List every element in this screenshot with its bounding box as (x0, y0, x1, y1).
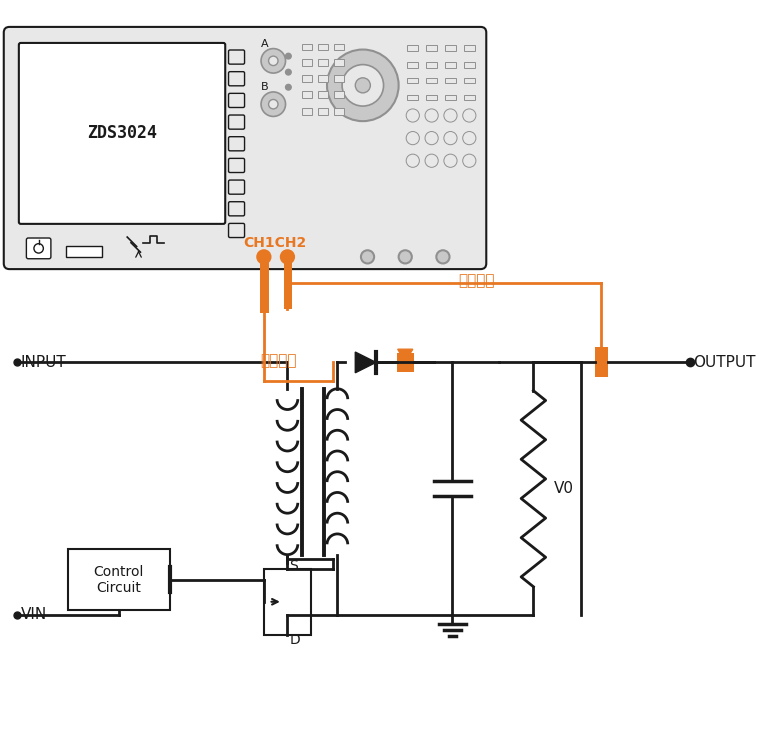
FancyBboxPatch shape (19, 43, 225, 224)
Circle shape (444, 109, 457, 122)
Circle shape (257, 250, 271, 263)
Circle shape (261, 92, 286, 117)
Circle shape (444, 131, 457, 145)
Bar (407, 45, 418, 52)
Bar (445, 62, 456, 69)
FancyBboxPatch shape (228, 93, 245, 108)
FancyBboxPatch shape (4, 27, 487, 269)
Circle shape (425, 154, 438, 168)
Bar (302, 91, 312, 97)
Bar (283, 261, 292, 308)
Circle shape (425, 109, 438, 122)
Text: S: S (290, 559, 298, 573)
Bar (302, 75, 312, 82)
Circle shape (286, 84, 291, 90)
Circle shape (327, 49, 399, 121)
Bar (334, 44, 344, 50)
Bar (426, 94, 437, 100)
Bar (464, 77, 475, 83)
Bar (445, 94, 456, 100)
Bar (407, 94, 418, 100)
Text: B: B (261, 82, 268, 92)
Text: VIN: VIN (20, 607, 47, 622)
Polygon shape (356, 352, 376, 373)
Bar (68, 549, 170, 610)
Polygon shape (398, 349, 413, 362)
FancyBboxPatch shape (228, 224, 245, 238)
Bar (318, 59, 328, 66)
Circle shape (462, 131, 476, 145)
FancyBboxPatch shape (27, 238, 51, 259)
Bar (426, 45, 437, 52)
Circle shape (406, 109, 419, 122)
Bar (318, 44, 328, 50)
Bar (260, 261, 268, 314)
Bar (264, 569, 311, 635)
Circle shape (462, 154, 476, 168)
Bar (407, 77, 418, 83)
Bar (594, 348, 608, 377)
Circle shape (399, 250, 412, 263)
FancyBboxPatch shape (228, 180, 245, 194)
Circle shape (406, 131, 419, 145)
Bar (407, 62, 418, 69)
Text: 电压探头: 电压探头 (459, 273, 495, 288)
Circle shape (444, 154, 457, 168)
Bar (334, 91, 344, 97)
Circle shape (356, 77, 371, 93)
Text: A: A (261, 39, 268, 49)
Circle shape (268, 56, 278, 66)
Bar (66, 246, 102, 257)
Circle shape (286, 53, 291, 59)
Bar (334, 75, 344, 82)
Bar (302, 59, 312, 66)
Text: CH1CH2: CH1CH2 (243, 235, 307, 249)
Circle shape (268, 100, 278, 109)
Text: V0: V0 (554, 481, 574, 496)
FancyBboxPatch shape (228, 50, 245, 64)
Text: 电流探头: 电流探头 (260, 353, 296, 368)
FancyBboxPatch shape (228, 115, 245, 129)
Circle shape (261, 49, 286, 73)
Circle shape (462, 109, 476, 122)
Bar (318, 75, 328, 82)
Circle shape (425, 131, 438, 145)
Bar (445, 77, 456, 83)
Bar (302, 44, 312, 50)
Text: D: D (290, 633, 300, 647)
Circle shape (286, 69, 291, 75)
Bar (318, 108, 328, 114)
FancyBboxPatch shape (228, 159, 245, 173)
Bar (464, 94, 475, 100)
Text: INPUT: INPUT (20, 355, 67, 370)
Bar (464, 45, 475, 52)
Bar (302, 108, 312, 114)
Text: OUTPUT: OUTPUT (694, 355, 756, 370)
FancyBboxPatch shape (228, 137, 245, 151)
Bar (445, 45, 456, 52)
Bar (396, 353, 414, 372)
Circle shape (342, 65, 384, 106)
Circle shape (361, 250, 374, 263)
Bar (334, 108, 344, 114)
FancyBboxPatch shape (228, 72, 245, 86)
Bar (334, 59, 344, 66)
FancyBboxPatch shape (228, 201, 245, 215)
Text: Control
Circuit: Control Circuit (93, 565, 144, 595)
Bar (426, 77, 437, 83)
Bar (464, 62, 475, 69)
Circle shape (406, 154, 419, 168)
Bar (318, 91, 328, 97)
Circle shape (280, 250, 294, 263)
Bar (426, 62, 437, 69)
Text: ZDS3024: ZDS3024 (87, 125, 157, 142)
Circle shape (437, 250, 449, 263)
